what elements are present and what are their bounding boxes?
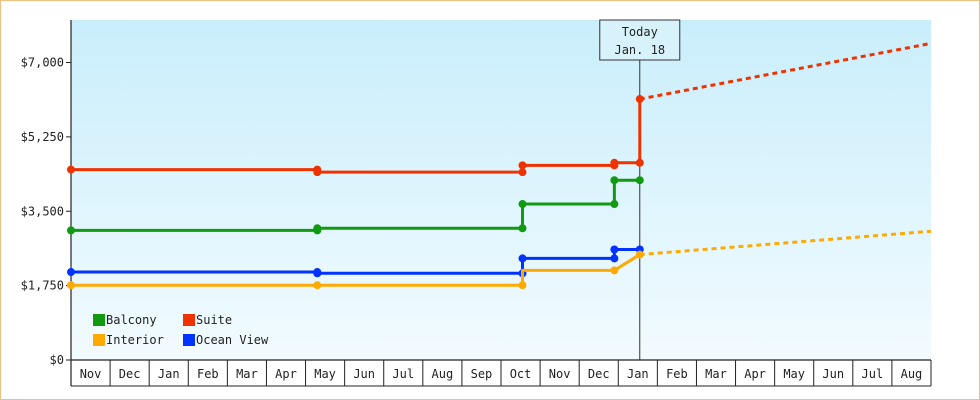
series-balcony-point (313, 224, 322, 233)
series-suite-point (313, 168, 322, 177)
x-tick-label: Aug (432, 367, 454, 381)
legend-swatch-suite (183, 314, 195, 326)
series-ocean-view-point (67, 268, 75, 277)
series-lines (67, 41, 932, 290)
y-tick-label: $1,750 (21, 279, 64, 293)
x-tick-label: Feb (666, 367, 688, 381)
series-balcony-point (610, 176, 619, 185)
series-interior-line (71, 253, 641, 287)
x-tick-label: May (783, 367, 805, 381)
today-box (599, 19, 681, 61)
today-marker: Today Jan. 18 (599, 19, 681, 360)
series-ocean-view (67, 245, 644, 278)
series-balcony-point (635, 176, 644, 185)
series-suite (67, 41, 932, 177)
series-ocean-view-point (518, 254, 527, 263)
series-suite-point (518, 161, 527, 170)
x-tick-label: Nov (80, 367, 102, 381)
legend-swatch-balcony (93, 314, 105, 326)
plot-area (71, 20, 931, 360)
legend-label-suite: Suite (196, 313, 232, 327)
series-balcony-point (67, 226, 75, 235)
series-ocean-view-point (610, 245, 619, 254)
x-tick-label: Aug (901, 367, 923, 381)
legend-label-interior: Interior (106, 333, 164, 347)
y-tick-label: $0 (50, 353, 64, 367)
today-date: Jan. 18 (614, 43, 665, 57)
x-tick-label: Apr (275, 367, 297, 381)
series-balcony-point (518, 200, 527, 209)
series-interior-point (313, 281, 322, 290)
x-tick-label: Jun (353, 367, 375, 381)
x-tick-label: Sep (471, 367, 493, 381)
legend-label-ocean-view: Ocean View (196, 333, 269, 347)
x-tick-label: Jan (158, 367, 180, 381)
series-balcony (67, 176, 644, 235)
x-tick-label: Mar (705, 367, 727, 381)
series-interior (67, 229, 932, 290)
x-tick-label: Feb (197, 367, 219, 381)
x-tick-label: Jul (392, 367, 414, 381)
series-ocean-view-point (313, 269, 322, 278)
x-tick-label: Jun (822, 367, 844, 381)
x-tick-label: Apr (744, 367, 766, 381)
y-axis: $7,000 $5,250 $3,500 $1,750 $0 (21, 20, 72, 386)
legend-label-balcony: Balcony (106, 313, 157, 327)
series-ocean-view-point (610, 254, 619, 263)
x-tick-label: Jul (862, 367, 884, 381)
x-tick-label: Nov (549, 367, 571, 381)
y-tick-label: $7,000 (21, 56, 64, 70)
x-axis: Nov Dec Jan Feb Mar Apr May Jun Jul Aug Sep Oct Nov D… (70, 359, 932, 387)
series-suite-point (67, 165, 75, 174)
series-interior-point (518, 281, 527, 290)
x-tick-label: Oct (510, 367, 532, 381)
today-label: Today (622, 25, 658, 39)
x-tick-label: Dec (588, 367, 610, 381)
y-tick-label: $3,500 (21, 204, 64, 218)
series-balcony-point (610, 200, 619, 209)
x-tick-label: Jan (627, 367, 649, 381)
series-suite-point (635, 158, 644, 167)
series-balcony-point (518, 224, 527, 233)
series-suite-point (610, 158, 619, 167)
x-tick-label: Dec (119, 367, 141, 381)
series-interior-point (635, 250, 644, 259)
series-suite-point (635, 95, 644, 104)
y-tick-label: $5,250 (21, 130, 64, 144)
x-tick-label: Mar (236, 367, 258, 381)
series-interior-point (67, 281, 75, 290)
x-tick-label: May (314, 367, 336, 381)
legend: Balcony Suite Interior Ocean View (93, 313, 269, 347)
legend-swatch-interior (93, 334, 105, 346)
series-interior-point (610, 266, 619, 275)
series-suite-projection (639, 41, 932, 101)
legend-swatch-ocean-view (183, 334, 195, 346)
series-suite-point (518, 168, 527, 177)
series-interior-projection (639, 229, 932, 257)
